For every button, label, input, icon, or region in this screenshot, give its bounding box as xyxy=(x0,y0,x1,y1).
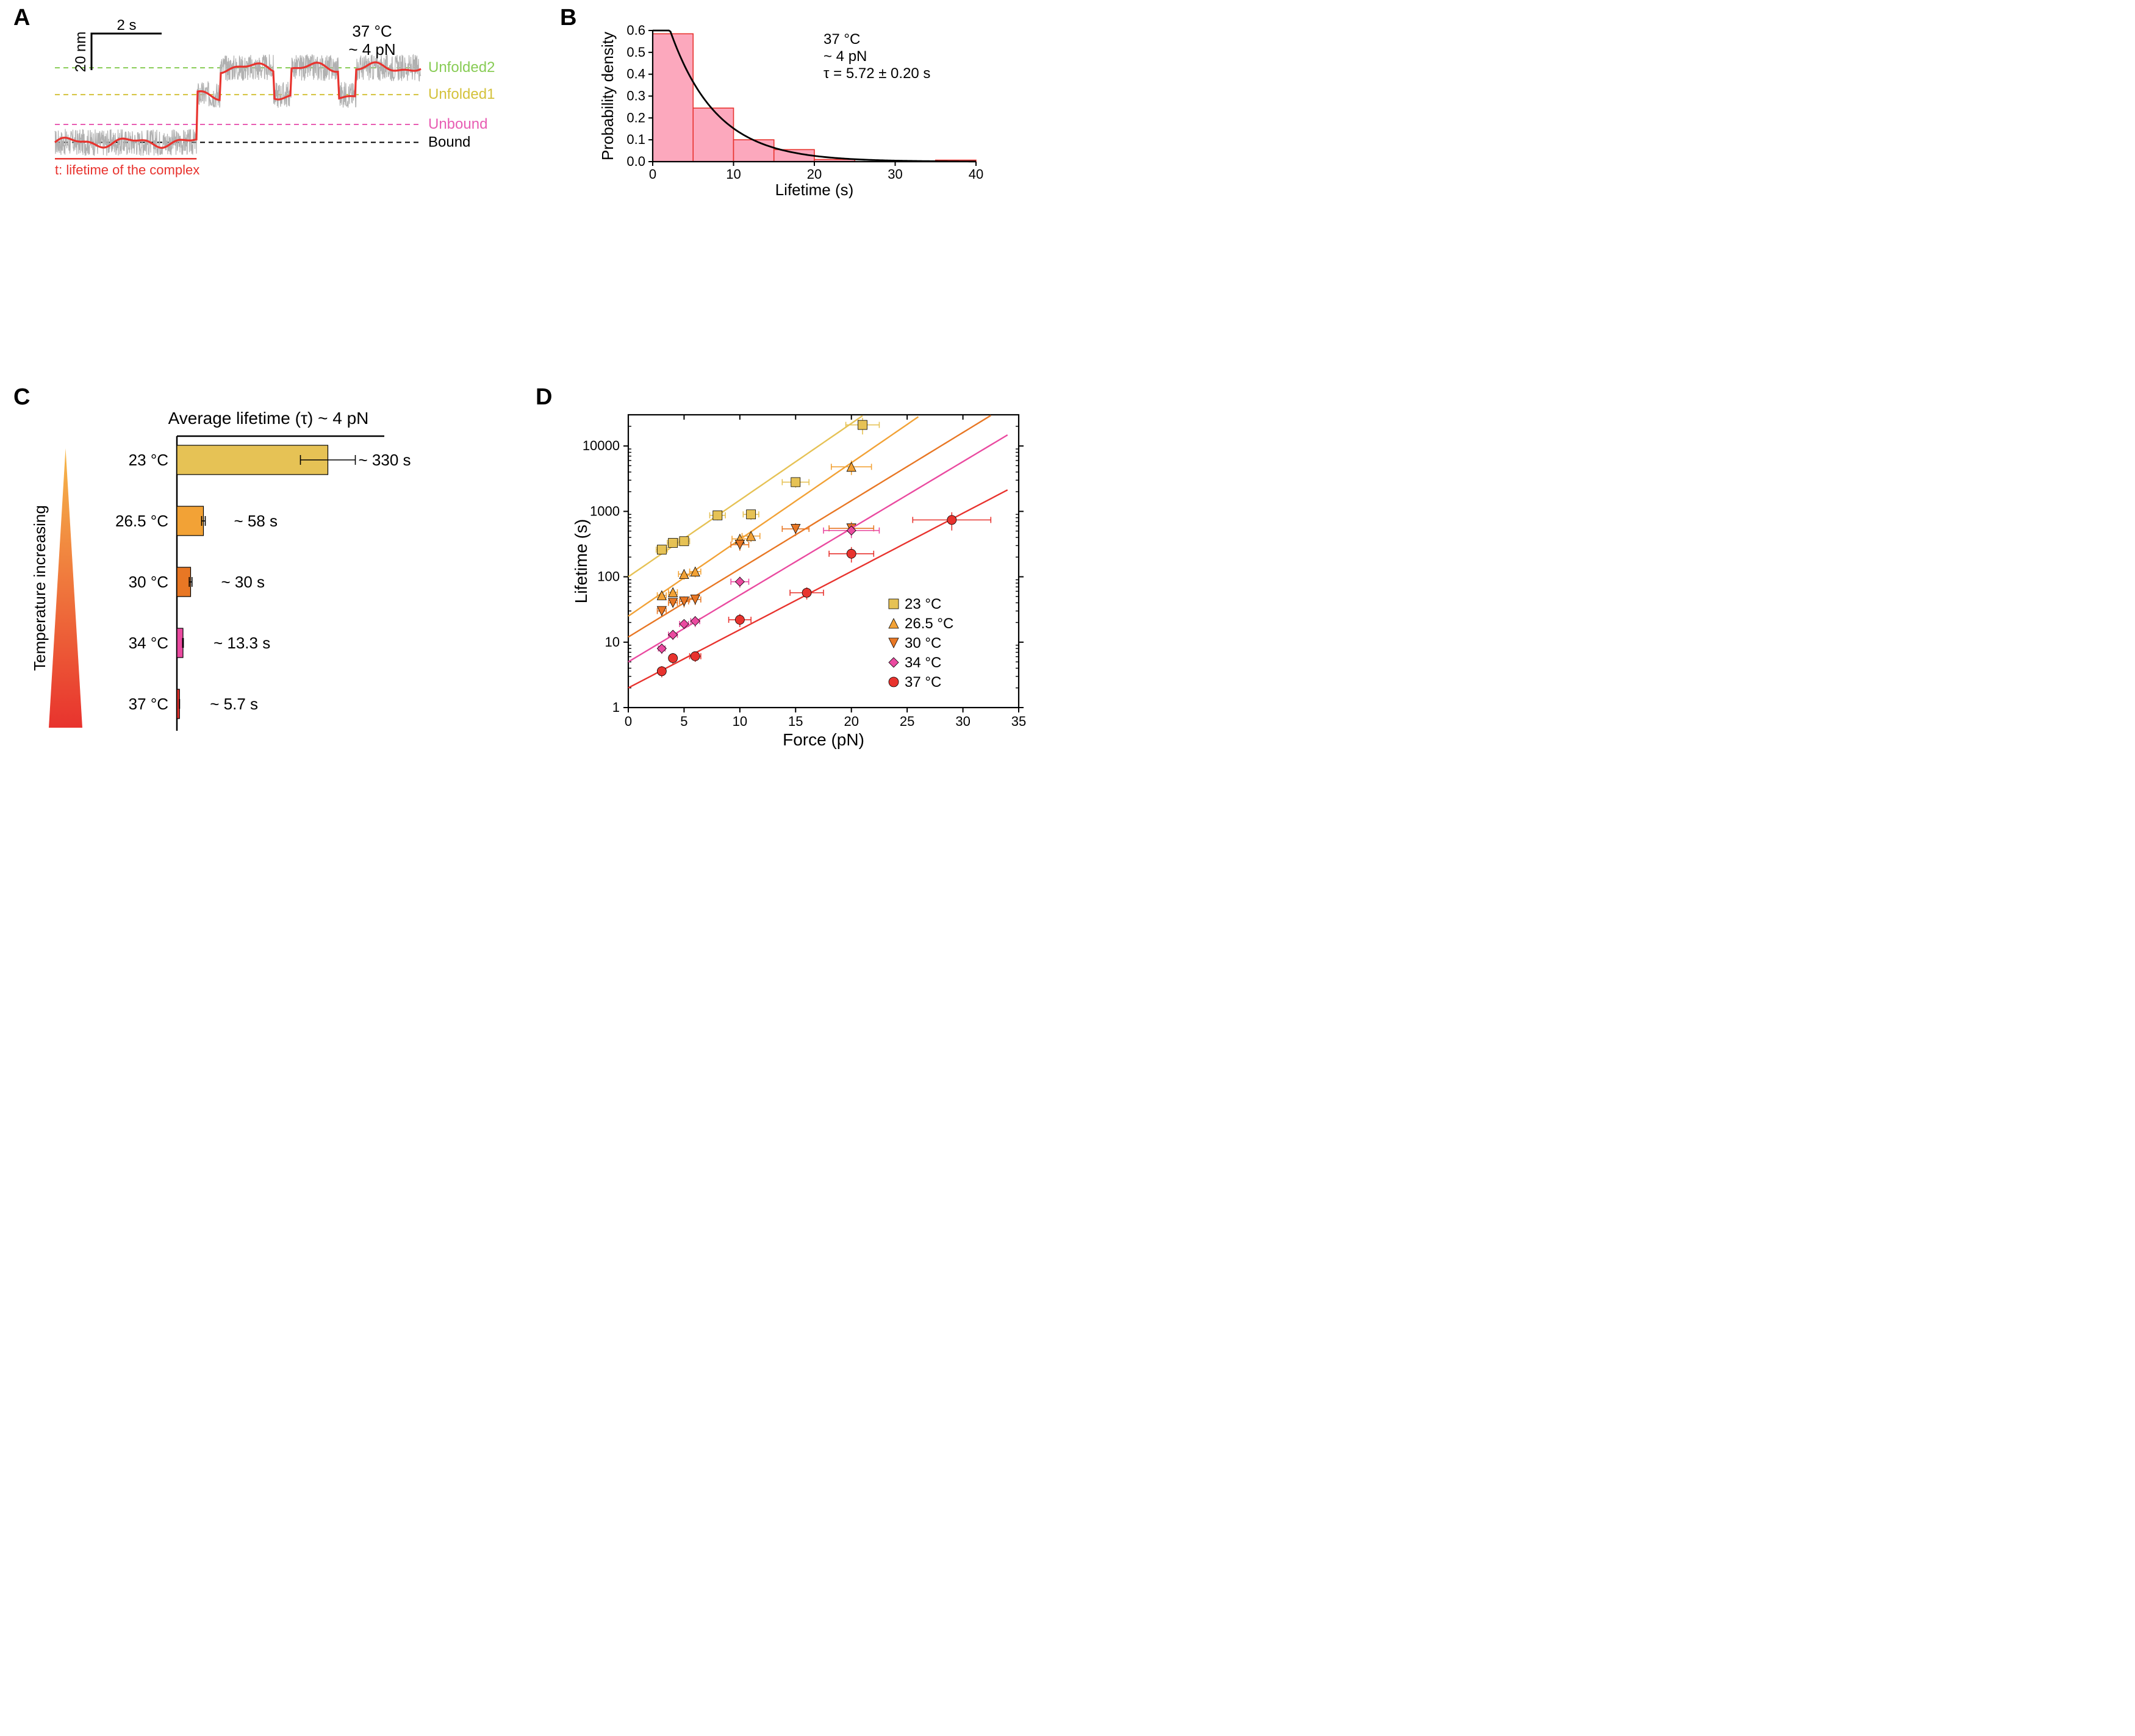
panel-c-value-label: ~ 330 s xyxy=(359,451,411,469)
panel-b-annot-1: ~ 4 pN xyxy=(824,48,867,65)
panel-d-ylabel: Lifetime (s) xyxy=(572,519,590,603)
panel-b-svg: 0 10 20 30 40 0.0 0.1 0.2 0.3 0.4 0.5 0.6 Lifetime (… xyxy=(598,18,1000,198)
panel-c-value-label: ~ 58 s xyxy=(234,512,278,530)
panel-a-annot-force: ~ 4 pN xyxy=(348,40,395,59)
panel-c-value-label: ~ 13.3 s xyxy=(214,634,270,652)
svg-text:40: 40 xyxy=(969,167,983,182)
svg-text:1: 1 xyxy=(612,700,620,715)
panel-b-ylabel: Probability density xyxy=(598,32,617,160)
panel-a-scale-y: 20 nm xyxy=(73,32,89,73)
svg-text:0: 0 xyxy=(649,167,656,182)
panel-c-bar xyxy=(177,567,191,597)
panel-label-a: A xyxy=(13,5,30,31)
panel-c-temp-label: 26.5 °C xyxy=(115,512,168,530)
svg-text:25: 25 xyxy=(900,714,914,729)
panel-label-c: C xyxy=(13,384,30,411)
panel-a-state-unfolded2: Unfolded2 xyxy=(428,59,495,76)
panel-c-temp-label: 30 °C xyxy=(129,573,168,591)
panel-a-state-unbound: Unbound xyxy=(428,116,487,132)
svg-text:0.3: 0.3 xyxy=(626,88,645,104)
panel-b-annot-0: 37 °C xyxy=(824,31,860,48)
svg-text:10: 10 xyxy=(605,634,620,650)
panel-a-annot-temp: 37 °C xyxy=(352,22,392,40)
panel-a-lifetime-label: t: lifetime of the complex xyxy=(55,162,199,178)
panel-c-temp-label: 37 °C xyxy=(129,695,168,713)
svg-text:0.0: 0.0 xyxy=(626,154,645,169)
panel-c-value-label: ~ 30 s xyxy=(221,573,265,591)
panel-b-bar xyxy=(693,108,733,162)
panel-c-svg: Average lifetime (τ) ~ 4 pN 23 °C ~ 330 s 2… xyxy=(30,403,494,750)
figure: A B C D Unfolded2 Unfolded1 Unbound Bound 2 … xyxy=(0,0,1068,868)
svg-text:10000: 10000 xyxy=(583,438,620,453)
svg-text:0.4: 0.4 xyxy=(626,66,645,82)
panel-c-title: Average lifetime (τ) ~ 4 pN xyxy=(168,409,369,428)
svg-text:10: 10 xyxy=(733,714,747,729)
panel-d: 0 5 10 15 20 25 30 35 1 10 100 1000 10000 Force (pN) L… xyxy=(567,396,1043,762)
panel-label-d: D xyxy=(536,384,552,411)
panel-d-legend: 26.5 °C xyxy=(905,615,953,632)
panel-b-annot-2: τ = 5.72 ± 0.20 s xyxy=(824,65,930,82)
svg-text:0.1: 0.1 xyxy=(626,132,645,147)
panel-d-legend: 30 °C xyxy=(905,635,941,651)
panel-a-state-unfolded1: Unfolded1 xyxy=(428,86,495,102)
panel-d-xlabel: Force (pN) xyxy=(783,730,864,749)
svg-text:30: 30 xyxy=(888,167,902,182)
panel-label-b: B xyxy=(560,5,576,31)
panel-c-value-label: ~ 5.7 s xyxy=(210,695,258,713)
panel-c-bar xyxy=(177,628,183,658)
panel-b-bar xyxy=(734,140,774,162)
panel-c-arrow-label: Temperature increasing xyxy=(30,505,49,671)
panel-c-temp-label: 23 °C xyxy=(129,451,168,469)
svg-text:1000: 1000 xyxy=(590,503,620,518)
svg-text:0: 0 xyxy=(625,714,632,729)
temperature-arrow-icon xyxy=(49,448,82,728)
svg-text:5: 5 xyxy=(680,714,687,729)
panel-a-scale-x: 2 s xyxy=(117,18,136,34)
svg-text:20: 20 xyxy=(844,714,858,729)
panel-d-legend: 37 °C xyxy=(905,674,941,690)
svg-text:30: 30 xyxy=(955,714,970,729)
svg-text:15: 15 xyxy=(788,714,803,729)
panel-a-svg: Unfolded2 Unfolded1 Unbound Bound 2 s 20 nm 37… xyxy=(37,18,537,207)
svg-text:0.6: 0.6 xyxy=(626,23,645,38)
panel-a: Unfolded2 Unfolded1 Unbound Bound 2 s 20 nm 37… xyxy=(37,18,537,207)
svg-text:100: 100 xyxy=(597,569,620,584)
panel-d-legend: 34 °C xyxy=(905,655,941,671)
panel-a-state-bound: Bound xyxy=(428,134,470,150)
panel-b-xlabel: Lifetime (s) xyxy=(775,181,854,198)
panel-c-bar xyxy=(177,506,204,536)
svg-text:0.5: 0.5 xyxy=(626,45,645,60)
svg-text:20: 20 xyxy=(807,167,822,182)
panel-a-raw-trace xyxy=(55,54,421,156)
panel-b: 0 10 20 30 40 0.0 0.1 0.2 0.3 0.4 0.5 0.6 Lifetime (… xyxy=(598,18,1000,198)
svg-text:10: 10 xyxy=(726,167,741,182)
panel-b-bar xyxy=(653,34,693,162)
panel-d-fit xyxy=(628,417,918,616)
svg-text:35: 35 xyxy=(1011,714,1026,729)
svg-text:0.2: 0.2 xyxy=(626,110,645,125)
panel-d-legend: 23 °C xyxy=(905,596,941,612)
panel-c: Average lifetime (τ) ~ 4 pN 23 °C ~ 330 s 2… xyxy=(30,403,494,750)
panel-d-svg: 0 5 10 15 20 25 30 35 1 10 100 1000 10000 Force (pN) L… xyxy=(567,396,1043,762)
panel-c-temp-label: 34 °C xyxy=(129,634,168,652)
